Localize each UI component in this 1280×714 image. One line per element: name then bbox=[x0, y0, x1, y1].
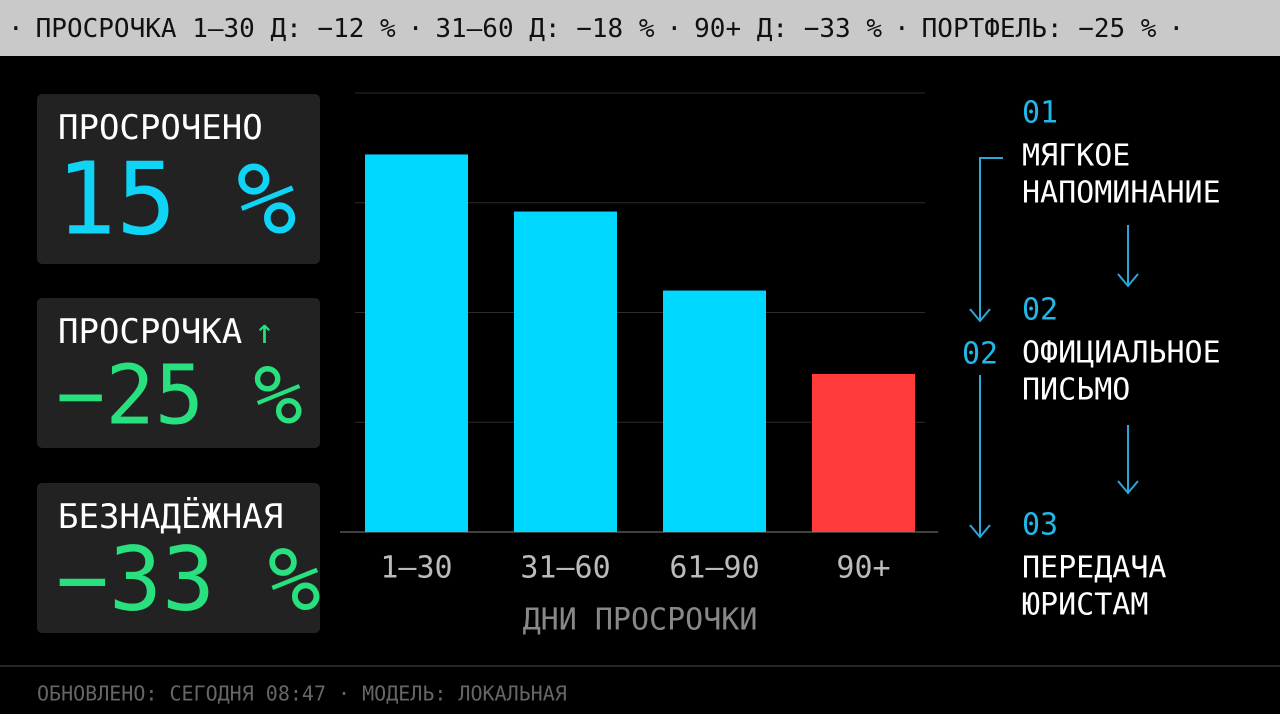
kpi-card bbox=[37, 483, 320, 633]
step-label: ПЕРЕДАЧА bbox=[1022, 551, 1167, 586]
step-number: 01 bbox=[1022, 96, 1058, 131]
kpi-card bbox=[37, 94, 320, 264]
ticker-item: 31–60 Д: −18 % bbox=[435, 14, 654, 44]
ticker-separator: · bbox=[667, 14, 683, 44]
x-tick-label: 1–30 bbox=[380, 551, 452, 586]
x-axis-label: ДНИ ПРОСРОЧКИ bbox=[523, 603, 758, 638]
bar bbox=[365, 154, 468, 532]
step-number: 02 bbox=[1022, 293, 1058, 328]
kpi-value: −33 % bbox=[56, 528, 321, 631]
flow-bracket bbox=[979, 157, 1003, 320]
ticker-separator: · bbox=[1168, 14, 1184, 44]
x-tick-label: 61–90 bbox=[669, 551, 759, 586]
kpi-label: ПРОСРОЧКА ↑ bbox=[58, 312, 275, 352]
kpi-trend: ↑ bbox=[254, 312, 274, 352]
ticker-separator: · bbox=[8, 14, 24, 44]
ticker-separator: · bbox=[894, 14, 910, 44]
ticker-item: ПРОСРОЧКА 1–30 Д: −12 % bbox=[36, 14, 396, 44]
bar bbox=[812, 373, 915, 532]
step-label: ЮРИСТАМ bbox=[1022, 588, 1148, 623]
kpi-label-text: БЕЗНАДЁЖНАЯ bbox=[58, 497, 283, 537]
current-step: 02 bbox=[962, 337, 998, 372]
arrow-head bbox=[969, 524, 991, 539]
step-arrow bbox=[1117, 225, 1139, 288]
step-label: НАПОМИНАНИЕ bbox=[1022, 176, 1221, 211]
kpi-label-text: ПРОСРОЧЕНО bbox=[58, 108, 263, 148]
step-arrow bbox=[1117, 425, 1139, 495]
kpi-label: ПРОСРОЧЕНО bbox=[58, 108, 263, 148]
step-label: МЯГКОЕ bbox=[1022, 139, 1130, 174]
step-label: ПИСЬМО bbox=[1022, 373, 1130, 408]
step-label: ОФИЦИАЛЬНОЕ bbox=[1022, 336, 1221, 371]
ticker-bar bbox=[0, 0, 1280, 56]
bar bbox=[514, 211, 617, 532]
x-tick-label: 90+ bbox=[836, 551, 890, 586]
kpi-value: −25 % bbox=[56, 348, 303, 443]
ticker-item: ПОРТФЕЛЬ: −25 % bbox=[922, 14, 1157, 44]
ticker-separator: · bbox=[408, 14, 424, 44]
ticker: · ПРОСРОЧКА 1–30 Д: −12 % · 31–60 Д: −18 % ·… bbox=[8, 14, 1184, 44]
kpi-label-text: ПРОСРОЧКА bbox=[58, 312, 242, 352]
flow-arrows bbox=[969, 157, 1139, 539]
footer-status: ОБНОВЛЕНО: СЕГОДНЯ 08:47 · МОДЕЛЬ: ЛОКАЛ… bbox=[37, 682, 567, 706]
bar bbox=[663, 290, 766, 532]
kpi-label: БЕЗНАДЁЖНАЯ bbox=[58, 497, 283, 537]
x-tick-label: 31–60 bbox=[520, 551, 610, 586]
arrow-head bbox=[969, 308, 991, 323]
ticker-item: 90+ Д: −33 % bbox=[694, 14, 882, 44]
kpi-value: 15 % bbox=[56, 140, 297, 257]
step-number: 03 bbox=[1022, 508, 1058, 543]
kpi-card bbox=[37, 298, 320, 448]
